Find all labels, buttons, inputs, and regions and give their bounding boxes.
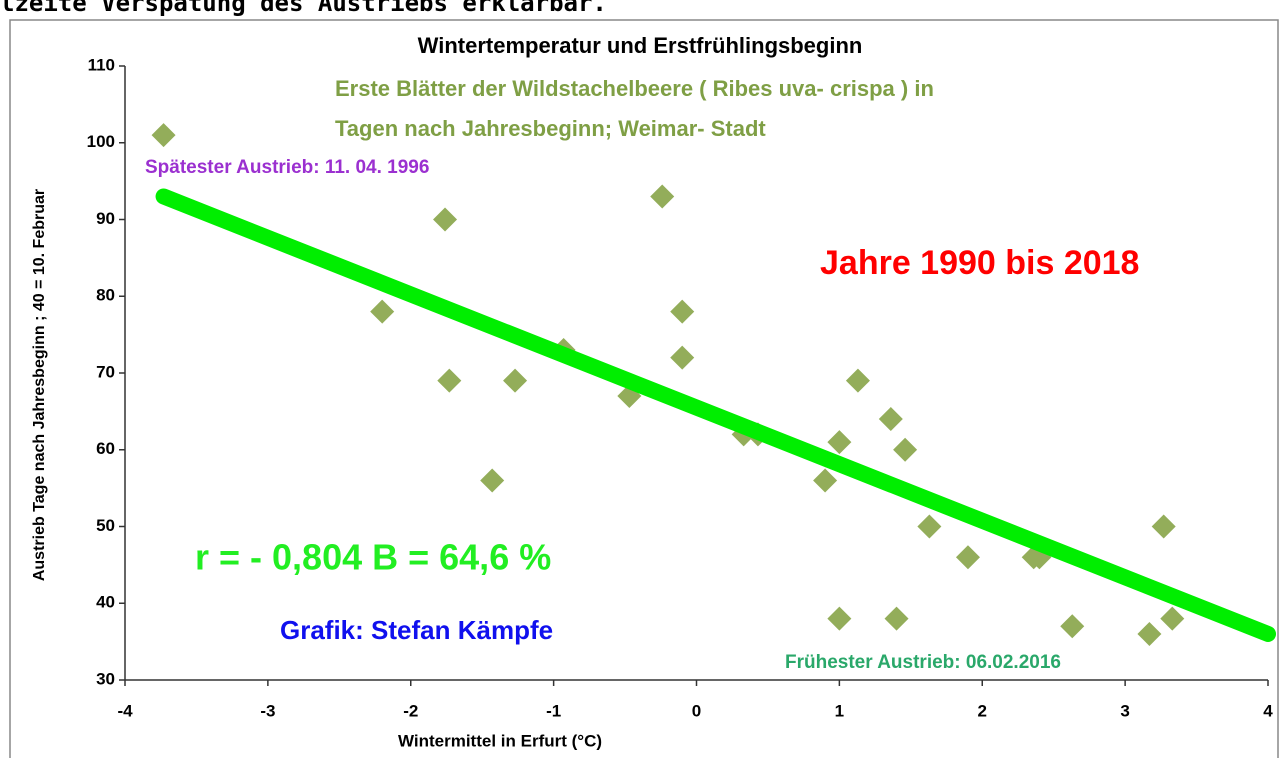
y-tick-label: 50 [96,516,115,535]
y-tick-label: 90 [96,209,115,228]
y-tick-label: 40 [96,593,115,612]
y-tick-label: 110 [88,55,115,74]
point [670,345,695,370]
point [827,430,852,455]
point [1137,621,1162,646]
y-tick-label: 60 [96,439,115,458]
point [370,299,395,324]
x-tick-label: 3 [1120,701,1129,720]
x-tick-label: -2 [403,701,418,720]
annotation: Jahre 1990 bis 2018 [820,244,1139,282]
point [433,207,458,232]
point [480,468,505,493]
point [670,299,695,324]
point [955,545,980,570]
point [151,123,176,148]
frame [9,19,1279,758]
chart-title: Wintertemperatur und Erstfrühlingsbeginn [418,33,863,58]
y-tick-label: 70 [96,362,115,381]
annotation: r = - 0,804 B = 64,6 % [195,537,551,578]
point [1060,614,1085,639]
point [1160,606,1185,631]
y-tick-label: 80 [96,286,115,305]
annotation: Grafik: Stefan Kämpfe [280,615,553,645]
y-tick-label: 100 [87,132,115,151]
y-axis-label: Austrieb Tage nach Jahresbeginn ; 40 = 1… [31,189,48,581]
x-tick-label: 2 [978,701,987,720]
x-tick-label: 4 [1263,701,1273,720]
y-tick-label: 30 [96,669,115,688]
x-tick-label: -1 [546,701,561,720]
header-text: lzeite Verspätung des Austriebs erklärba… [0,0,607,17]
point [827,606,852,631]
x-tick-label: 1 [835,701,844,720]
trendline [155,188,1276,642]
annotation: Spätester Austrieb: 11. 04. 1996 [145,157,429,178]
point [878,407,903,432]
annotation: Frühester Austrieb: 06.02.2016 [785,652,1061,673]
x-tick-label: -3 [260,701,275,720]
point [650,184,675,209]
x-axis-label: Wintermittel in Erfurt (°C) [398,731,602,750]
point [813,468,838,493]
point [1151,514,1176,539]
x-tick-label: -4 [117,701,133,720]
point [917,514,942,539]
point [884,606,909,631]
subtitle: Erste Blätter der Wildstachelbeere ( Rib… [335,76,934,101]
x-tick-label: 0 [692,701,701,720]
point [893,437,918,462]
point [845,368,870,393]
subtitle: Tagen nach Jahresbeginn; Weimar- Stadt [335,116,766,141]
point [503,368,528,393]
point [437,368,462,393]
